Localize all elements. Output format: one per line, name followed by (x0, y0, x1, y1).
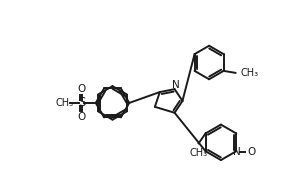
Text: O: O (78, 112, 86, 122)
Text: S: S (78, 96, 86, 109)
Text: CH₃: CH₃ (240, 68, 258, 78)
Text: CH₃: CH₃ (55, 98, 73, 108)
Text: N: N (234, 147, 241, 157)
Text: CH₃: CH₃ (190, 148, 208, 158)
Text: O: O (78, 84, 86, 94)
Text: N: N (172, 80, 179, 90)
Text: O: O (247, 147, 255, 157)
